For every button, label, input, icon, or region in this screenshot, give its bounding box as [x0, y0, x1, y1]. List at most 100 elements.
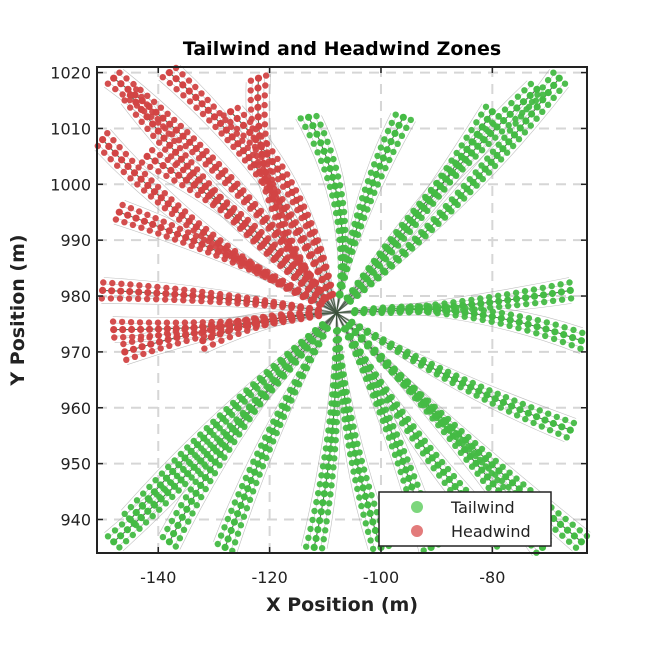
- data-point-tailwind: [500, 117, 508, 125]
- data-point-tailwind: [169, 493, 176, 501]
- data-point-tailwind: [515, 485, 523, 493]
- data-point-headwind: [116, 295, 124, 302]
- data-point-tailwind: [348, 459, 356, 467]
- data-point-tailwind: [433, 180, 440, 187]
- data-point-headwind: [188, 214, 196, 221]
- data-point-headwind: [192, 232, 200, 240]
- data-point-tailwind: [505, 122, 512, 129]
- data-point-headwind: [216, 330, 224, 338]
- data-point-tailwind: [411, 394, 419, 402]
- data-point-tailwind: [400, 381, 407, 388]
- data-point-tailwind: [479, 316, 486, 324]
- data-point-headwind: [161, 190, 168, 197]
- data-point-tailwind: [162, 474, 171, 482]
- data-point-headwind: [166, 141, 174, 149]
- data-point-headwind: [109, 279, 116, 287]
- data-point-tailwind: [250, 458, 257, 465]
- data-point-headwind: [187, 172, 194, 179]
- data-point-tailwind: [526, 91, 534, 100]
- data-point-tailwind: [332, 345, 339, 353]
- data-point-headwind: [162, 296, 169, 303]
- data-point-headwind: [189, 292, 197, 300]
- y-tick-label: 1010: [50, 119, 91, 138]
- data-point-tailwind: [371, 161, 378, 168]
- data-point-tailwind: [448, 196, 456, 203]
- data-point-tailwind: [331, 355, 339, 362]
- data-point-tailwind: [550, 514, 558, 523]
- data-point-tailwind: [364, 206, 371, 213]
- data-point-tailwind: [568, 342, 575, 349]
- data-point-headwind: [124, 162, 132, 170]
- data-point-tailwind: [492, 134, 499, 141]
- data-point-headwind: [118, 318, 126, 326]
- data-point-tailwind: [247, 391, 255, 399]
- data-point-headwind: [246, 228, 254, 236]
- data-point-tailwind: [477, 295, 484, 302]
- y-tick-label: 960: [60, 399, 91, 418]
- data-point-tailwind: [452, 160, 460, 168]
- data-point-tailwind: [527, 80, 535, 88]
- data-point-tailwind: [469, 379, 476, 387]
- data-point-headwind: [129, 221, 137, 229]
- data-point-tailwind: [570, 419, 578, 427]
- data-point-headwind: [185, 77, 193, 84]
- data-point-tailwind: [558, 296, 566, 303]
- data-point-tailwind: [488, 108, 496, 116]
- data-point-tailwind: [375, 390, 382, 397]
- data-point-tailwind: [457, 384, 464, 391]
- data-point-tailwind: [247, 476, 255, 485]
- data-point-tailwind: [321, 454, 328, 461]
- data-point-headwind: [234, 104, 241, 112]
- data-point-headwind: [207, 298, 214, 305]
- data-point-tailwind: [323, 436, 331, 443]
- data-point-tailwind: [388, 404, 396, 412]
- data-point-tailwind: [173, 509, 180, 517]
- data-point-headwind: [127, 319, 135, 326]
- data-point-headwind: [236, 150, 243, 157]
- data-point-tailwind: [210, 431, 217, 439]
- data-point-headwind: [108, 287, 116, 295]
- data-point-tailwind: [228, 507, 235, 514]
- data-point-tailwind: [561, 80, 569, 87]
- data-point-tailwind: [377, 144, 385, 151]
- data-point-tailwind: [273, 429, 280, 437]
- data-point-tailwind: [326, 500, 333, 507]
- data-point-tailwind: [306, 335, 314, 342]
- data-point-headwind: [166, 342, 173, 349]
- data-point-headwind: [149, 108, 156, 116]
- data-point-headwind: [154, 115, 161, 123]
- data-point-headwind: [130, 80, 137, 88]
- data-point-headwind: [242, 321, 250, 330]
- data-point-tailwind: [371, 382, 378, 389]
- data-point-tailwind: [159, 533, 167, 541]
- data-point-tailwind: [436, 364, 444, 372]
- data-point-headwind: [135, 288, 143, 296]
- data-point-tailwind: [385, 434, 393, 441]
- data-point-headwind: [241, 317, 249, 324]
- data-point-tailwind: [350, 423, 357, 430]
- data-point-tailwind: [406, 217, 414, 224]
- data-point-headwind: [193, 166, 201, 173]
- data-point-headwind: [237, 262, 245, 270]
- x-tick-label: -140: [140, 568, 176, 587]
- data-point-tailwind: [506, 110, 514, 118]
- data-point-headwind: [190, 319, 197, 326]
- legend-marker-headwind: [411, 525, 423, 537]
- data-point-tailwind: [330, 464, 337, 471]
- data-point-tailwind: [477, 299, 485, 308]
- data-point-tailwind: [322, 445, 330, 452]
- data-point-tailwind: [490, 120, 497, 128]
- data-point-headwind: [99, 136, 107, 144]
- data-point-tailwind: [388, 263, 396, 270]
- data-point-tailwind: [204, 438, 211, 445]
- data-point-tailwind: [516, 124, 524, 132]
- data-point-headwind: [183, 337, 190, 344]
- data-point-tailwind: [300, 363, 307, 370]
- data-point-tailwind: [516, 313, 524, 320]
- data-point-tailwind: [495, 141, 502, 148]
- data-point-tailwind: [570, 532, 579, 540]
- data-point-tailwind: [333, 418, 340, 426]
- data-point-tailwind: [549, 297, 557, 304]
- data-point-headwind: [127, 281, 134, 288]
- data-point-tailwind: [104, 533, 112, 540]
